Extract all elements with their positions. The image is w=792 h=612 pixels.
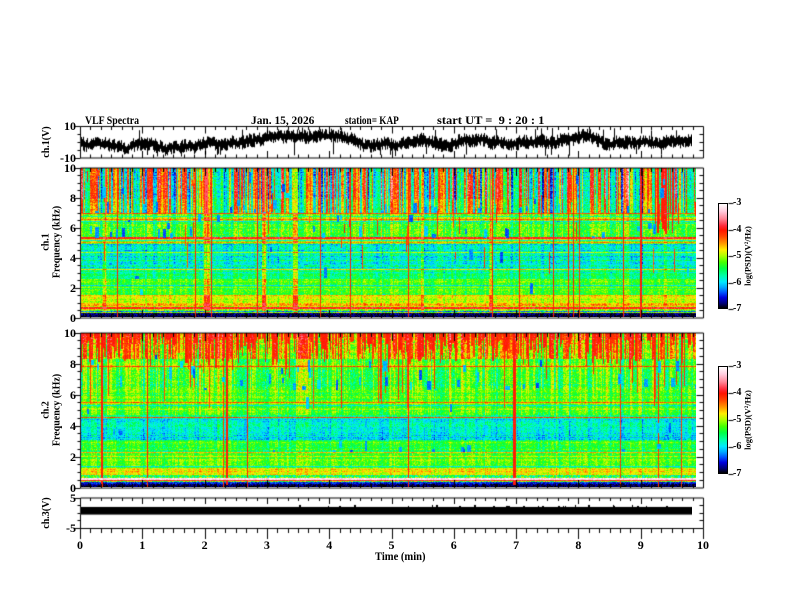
header-start-ut: start UT = 9 : 20 : 1 <box>437 113 545 127</box>
colorbar-tick-label: -3 <box>733 360 742 371</box>
header-date: Jan. 15, 2026 <box>251 113 315 127</box>
spec2-ytick-label: 0 <box>70 480 76 495</box>
colorbar-tick-label: -5 <box>733 250 742 261</box>
colorbar-tick-label: -7 <box>733 468 742 479</box>
x-tick-label: 10 <box>697 537 709 552</box>
spec1-ytick-label: 0 <box>70 310 76 325</box>
colorbar-tick-label: -4 <box>733 387 742 398</box>
colorbar-tick-label: -4 <box>733 223 742 235</box>
x-tick-label: 7 <box>513 537 520 552</box>
header-station: station= KAP <box>345 113 399 127</box>
x-tick-label: 8 <box>575 537 582 552</box>
figure-title: VLF Spectra <box>85 113 140 127</box>
spec2-axis-title: ch.2 Frequency (kHz) <box>40 373 63 447</box>
x-axis-title: Time (min) <box>375 549 426 563</box>
spec2-ytick-label: 10 <box>64 325 76 340</box>
colorbar-tick-label: -7 <box>733 303 742 314</box>
colorbar-tick-label: -6 <box>733 276 742 288</box>
x-tick-label: 1 <box>139 537 146 552</box>
spec2-ytick-label: 4 <box>70 418 76 433</box>
colorbar-tick-label: -3 <box>733 197 742 208</box>
ch1-ytick-label: 10 <box>64 119 76 133</box>
spec1-ytick-label: 6 <box>70 220 76 235</box>
spec1-ytick-label: 10 <box>64 160 76 175</box>
spec2-ytick-label: 8 <box>70 356 76 371</box>
colorbar-1-title: log(PSD)(V²/Hz) <box>742 226 753 286</box>
x-tick-label: 6 <box>450 537 457 552</box>
colorbar-tick-label: -5 <box>733 414 742 425</box>
spec1-axis-title: ch.1 Frequency (kHz) <box>40 205 63 279</box>
x-tick-label: 4 <box>326 537 333 552</box>
ch3-ytick-label: 5 <box>70 490 76 505</box>
spec2-ytick-label: 2 <box>70 449 76 464</box>
spec1-ytick-label: 2 <box>70 280 76 295</box>
colorbar-tick-label: -6 <box>733 441 742 452</box>
spec2-ytick-label: 6 <box>70 387 76 402</box>
spec1-ytick-label: 4 <box>70 250 76 265</box>
x-tick-label: 9 <box>637 537 644 552</box>
x-tick-label: 0 <box>77 537 83 552</box>
x-tick-label: 5 <box>388 537 395 552</box>
x-tick-label: 2 <box>201 537 208 552</box>
ch3-ytick-label: -5 <box>66 521 76 535</box>
spec1-ytick-label: 8 <box>70 190 76 205</box>
ch1-ytick-label: -10 <box>60 150 76 165</box>
x-tick-label: 3 <box>263 537 270 552</box>
colorbar-2-title: log(PSD)(V²/Hz) <box>742 390 753 450</box>
